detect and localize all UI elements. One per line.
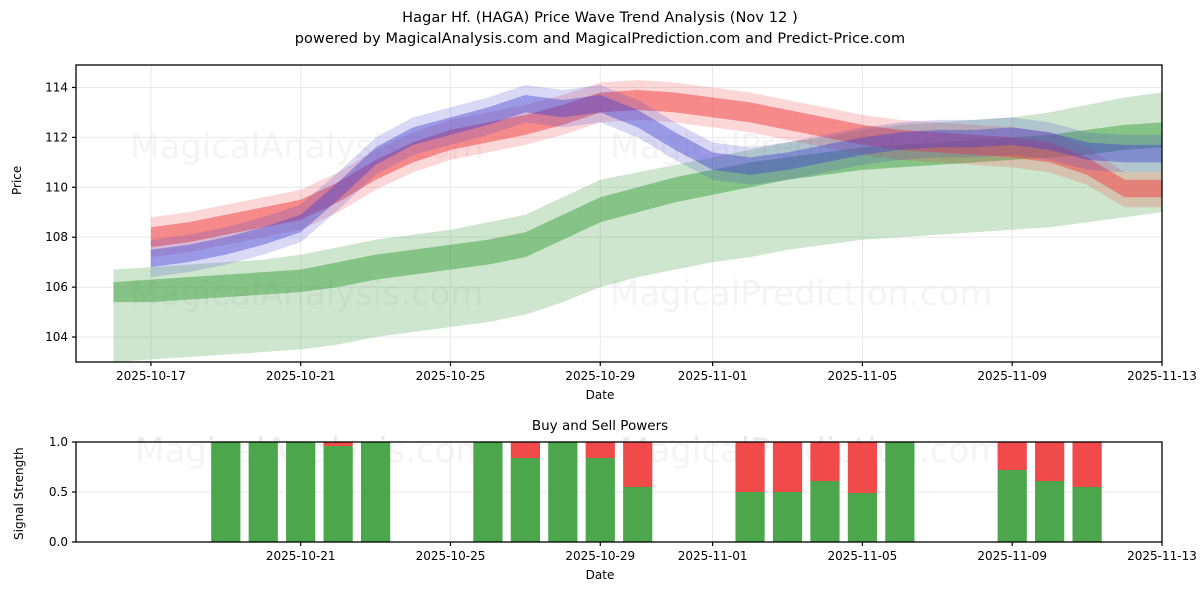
subplot: MagicalAnalysis.comMagicalPrediction.com… bbox=[49, 431, 1197, 563]
bar-sell-power[interactable] bbox=[585, 442, 615, 458]
bar-buy-power[interactable] bbox=[1072, 487, 1102, 542]
bar-buy-power[interactable] bbox=[1035, 481, 1065, 542]
bar-sell-power[interactable] bbox=[1035, 442, 1065, 481]
subplot-title: Buy and Sell Powers bbox=[531, 418, 669, 434]
sub-x-tick-label: 2025-11-09 bbox=[977, 549, 1047, 563]
bar-buy-power[interactable] bbox=[735, 492, 765, 542]
main-y-tick-label: 110 bbox=[45, 180, 68, 194]
sub-x-tick-label: 2025-10-21 bbox=[266, 549, 336, 563]
bar-buy-power[interactable] bbox=[248, 442, 278, 542]
bar-buy-power[interactable] bbox=[847, 493, 878, 542]
bar-sell-power[interactable] bbox=[323, 442, 353, 446]
sub-x-tick-label: 2025-10-29 bbox=[565, 549, 635, 563]
main-y-tick-label: 104 bbox=[45, 330, 68, 344]
bar-buy-power[interactable] bbox=[211, 442, 241, 542]
watermark-text: MagicalPrediction.com bbox=[610, 274, 993, 314]
main-x-tick-label: 2025-10-25 bbox=[416, 369, 486, 383]
main-x-tick-label: 2025-11-01 bbox=[678, 369, 748, 383]
band-blue-outer bbox=[150, 84, 1162, 278]
bar-sell-power[interactable] bbox=[623, 442, 653, 487]
bar-sell-power[interactable] bbox=[510, 442, 540, 458]
sub-x-tick-label: 2025-11-13 bbox=[1127, 549, 1197, 563]
band-red-outer bbox=[150, 79, 1162, 258]
bar-buy-power[interactable] bbox=[510, 458, 540, 542]
main-y-tick-label: 114 bbox=[45, 80, 68, 94]
page-subtitle: powered by MagicalAnalysis.com and Magic… bbox=[294, 31, 906, 47]
bar-buy-power[interactable] bbox=[585, 458, 615, 542]
main-y-tick-label: 106 bbox=[45, 280, 68, 294]
bar-buy-power[interactable] bbox=[473, 442, 503, 542]
bar-buy-power[interactable] bbox=[323, 446, 353, 542]
sub-x-tick-label: 2025-10-25 bbox=[416, 549, 486, 563]
main-x-tick-label: 2025-11-13 bbox=[1127, 369, 1197, 383]
bar-buy-power[interactable] bbox=[548, 442, 578, 542]
bar-buy-power[interactable] bbox=[623, 487, 653, 542]
bar-buy-power[interactable] bbox=[885, 442, 915, 542]
main-x-tick-label: 2025-10-17 bbox=[116, 369, 186, 383]
bar-sell-power[interactable] bbox=[847, 442, 878, 493]
title-block: Hagar Hf. (HAGA) Price Wave Trend Analys… bbox=[0, 8, 1200, 50]
bar-buy-power[interactable] bbox=[772, 492, 803, 542]
band-green-core bbox=[113, 122, 1162, 303]
band-green-lower-outer bbox=[113, 157, 1162, 362]
bar-group bbox=[211, 442, 1102, 542]
page-title: Hagar Hf. (HAGA) Price Wave Trend Analys… bbox=[402, 10, 798, 26]
bar-sell-power[interactable] bbox=[810, 442, 840, 481]
bar-sell-power[interactable] bbox=[735, 442, 765, 492]
main-band-group bbox=[113, 79, 1162, 362]
main-y-tick-label: 112 bbox=[45, 130, 68, 144]
sub-y-tick-label: 0.5 bbox=[49, 485, 68, 499]
bar-sell-power[interactable] bbox=[772, 442, 803, 492]
main-x-tick-label: 2025-11-09 bbox=[977, 369, 1047, 383]
bar-buy-power[interactable] bbox=[997, 470, 1027, 542]
main-x-axis-label: Date bbox=[585, 388, 615, 402]
band-blue-core bbox=[150, 94, 1162, 268]
sub-y-tick-label: 0.0 bbox=[49, 535, 68, 549]
bar-buy-power[interactable] bbox=[360, 442, 391, 542]
main-axes: 104 106 108 110 112 114 2025-10-17 2025-10-21 20… bbox=[45, 64, 1197, 383]
sub-x-tick-label: 2025-11-05 bbox=[828, 549, 898, 563]
main-x-tick-label: 2025-11-05 bbox=[828, 369, 898, 383]
bar-buy-power[interactable] bbox=[286, 442, 316, 542]
bar-buy-power[interactable] bbox=[810, 481, 840, 542]
main-x-tick-label: 2025-10-29 bbox=[565, 369, 635, 383]
sub-x-axis-label: Date bbox=[585, 568, 615, 582]
bar-sell-power[interactable] bbox=[1072, 442, 1102, 487]
main-x-tick-label: 2025-10-21 bbox=[266, 369, 336, 383]
bar-sell-power[interactable] bbox=[997, 442, 1027, 470]
main-y-tick-label: 108 bbox=[45, 230, 68, 244]
main-axis-frame bbox=[75, 64, 1163, 363]
sub-y-tick-label: 1.0 bbox=[49, 435, 68, 449]
sub-x-tick-label: 2025-11-01 bbox=[678, 549, 748, 563]
